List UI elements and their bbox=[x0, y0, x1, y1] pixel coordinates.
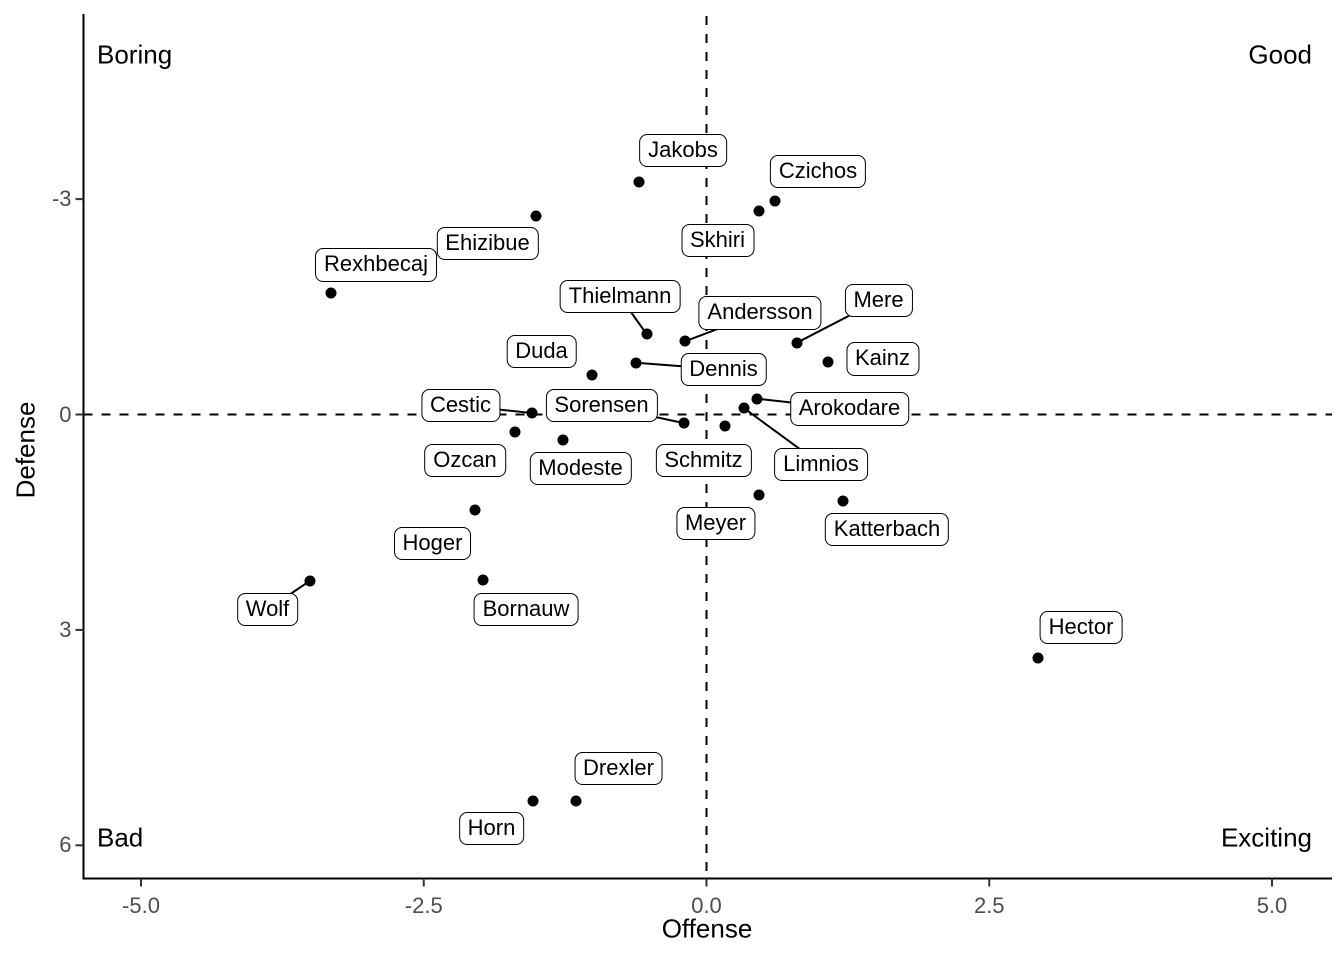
y-axis-title: Defense bbox=[10, 401, 41, 499]
x-tick-label: 0.0 bbox=[691, 892, 722, 918]
player-label-arokodare: Arokodare bbox=[789, 392, 910, 426]
data-point-sorensen bbox=[678, 417, 690, 429]
player-label-kainz: Kainz bbox=[845, 342, 920, 376]
data-point-arokodare bbox=[751, 393, 763, 405]
data-point-drexler bbox=[570, 795, 582, 807]
data-point-wolf bbox=[304, 575, 316, 587]
data-point-rexhbecaj bbox=[325, 287, 337, 299]
player-label-limnios: Limnios bbox=[774, 447, 868, 482]
y-tick-label: 6 bbox=[59, 832, 72, 858]
player-label-hector: Hector bbox=[1039, 610, 1123, 645]
player-label-dennis: Dennis bbox=[680, 352, 767, 387]
data-point-hector bbox=[1032, 652, 1044, 664]
data-point-mere bbox=[791, 337, 803, 349]
player-label-cestic: Cestic bbox=[420, 388, 501, 423]
player-label-wolf: Wolf bbox=[236, 592, 299, 627]
data-point-katterbach bbox=[837, 495, 849, 507]
player-label-ozcan: Ozcan bbox=[424, 443, 506, 478]
data-point-dennis bbox=[630, 357, 642, 369]
x-tick-label: -2.5 bbox=[404, 892, 443, 918]
quadrant-label-boring: Boring bbox=[97, 39, 173, 70]
x-tick-label: 5.0 bbox=[1256, 892, 1288, 918]
player-label-andersson: Andersson bbox=[698, 296, 822, 330]
data-point-schmitz bbox=[719, 420, 731, 432]
data-point-meyer bbox=[753, 489, 765, 501]
player-label-mere: Mere bbox=[844, 283, 913, 318]
player-label-schmitz: Schmitz bbox=[655, 443, 752, 478]
player-label-thielmann: Thielmann bbox=[559, 279, 681, 314]
player-label-czichos: Czichos bbox=[769, 154, 867, 189]
y-tick-label: 0 bbox=[59, 401, 72, 427]
data-point-andersson bbox=[679, 335, 691, 347]
data-point-bornauw bbox=[477, 574, 489, 586]
player-label-bornauw: Bornauw bbox=[473, 592, 579, 627]
data-point-duda bbox=[586, 369, 598, 381]
data-point-czichos bbox=[769, 195, 781, 207]
data-point-jakobs bbox=[633, 176, 645, 188]
data-point-cestic bbox=[526, 407, 538, 419]
quadrant-label-exciting: Exciting bbox=[1220, 822, 1312, 853]
quadrant-label-good: Good bbox=[1248, 39, 1312, 70]
data-point-modeste bbox=[557, 434, 569, 446]
x-axis-title: Offense bbox=[661, 913, 753, 944]
x-tick-label: -5.0 bbox=[122, 892, 160, 918]
data-point-hoger bbox=[469, 504, 481, 516]
data-point-limnios bbox=[738, 402, 750, 414]
y-tick-label: 3 bbox=[59, 616, 72, 642]
data-point-ehizibue bbox=[530, 210, 542, 222]
data-point-skhiri bbox=[753, 205, 765, 217]
data-point-ozcan bbox=[509, 426, 521, 438]
player-label-drexler: Drexler bbox=[574, 751, 663, 786]
player-label-katterbach: Katterbach bbox=[824, 512, 950, 547]
player-label-skhiri: Skhiri bbox=[680, 223, 755, 258]
player-label-rexhbecaj: Rexhbecaj bbox=[315, 248, 437, 282]
player-label-duda: Duda bbox=[506, 334, 577, 369]
x-tick-label: 2.5 bbox=[973, 892, 1005, 918]
data-point-horn bbox=[527, 795, 539, 807]
player-label-modeste: Modeste bbox=[529, 451, 632, 486]
player-label-meyer: Meyer bbox=[675, 506, 756, 541]
player-label-sorensen: Sorensen bbox=[545, 388, 658, 423]
data-point-kainz bbox=[822, 356, 834, 368]
data-point-thielmann bbox=[641, 328, 653, 340]
quadrant-label-bad: Bad bbox=[97, 822, 144, 853]
y-tick-label: -3 bbox=[51, 186, 72, 212]
player-label-ehizibue: Ehizibue bbox=[436, 226, 539, 261]
player-label-horn: Horn bbox=[458, 811, 525, 846]
player-label-jakobs: Jakobs bbox=[639, 133, 727, 168]
player-label-hoger: Hoger bbox=[393, 526, 472, 561]
